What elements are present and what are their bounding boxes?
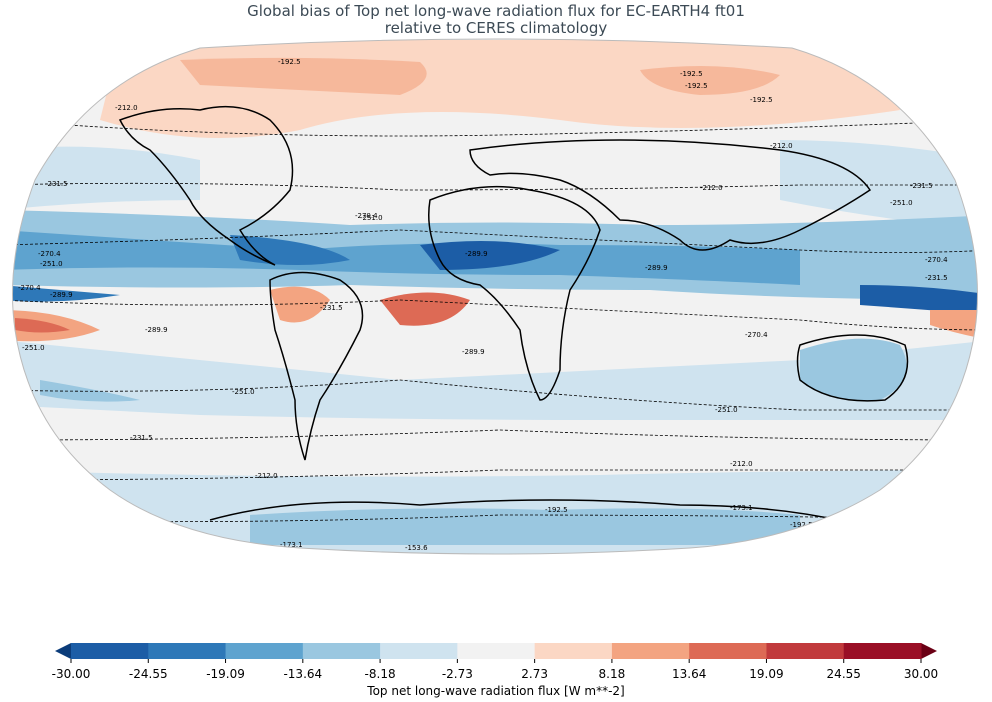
colorbar-segment [457,643,536,659]
colorbar-label: Top net long-wave radiation flux [W m**-… [367,684,625,698]
colorbar-segment [534,643,613,659]
colorbar-tick-label: -13.64 [283,667,322,681]
contour-label: -231.5 [925,274,948,282]
contour-label: -251.0 [40,260,63,268]
colorbar: -30.00 -24.55 -19.09 -13.64 -8.18 -2.73 2.73 8.… [52,643,938,681]
contour-label: -251.0 [715,406,738,414]
colorbar-segment [71,643,149,659]
contour-label: -270.4 [38,250,61,258]
contour-label: -270.4 [925,256,948,264]
colorbar-tick-label: -19.09 [206,667,245,681]
contour-label: -192.5 [790,521,813,529]
colorbar-tick-label: 8.18 [599,667,626,681]
contour-label: -192.5 [750,96,773,104]
map-title-line2: relative to CERES climatology [384,19,608,37]
colorbar-segment [689,643,767,659]
contour-label: -251.0 [360,214,383,222]
bias-field: -192.5 -192.5 -192.5 -192.5 -212.0 -212.… [12,39,978,554]
contour-label: -212.0 [700,184,723,192]
colorbar-tick-label: -30.00 [52,667,91,681]
colorbar-segment [225,643,304,659]
contour-label: -251.0 [232,388,255,396]
colorbar-ticks: -30.00 -24.55 -19.09 -13.64 -8.18 -2.73 2.73 8.… [52,659,938,681]
contour-label: -231.5 [130,434,153,442]
colorbar-tick-label: -8.18 [365,667,396,681]
contour-label: -231.5 [45,180,68,188]
contour-label: -192.5 [278,58,301,66]
contour-label: -192.5 [545,506,568,514]
contour-label: -289.9 [465,250,488,258]
colorbar-segment [611,643,690,659]
colorbar-under-arrow [55,643,71,659]
contour-label: -153.6 [405,544,428,552]
colorbar-tick-label: -24.55 [129,667,168,681]
colorbar-tick-label: 19.09 [749,667,783,681]
globe-outline [12,38,978,555]
colorbar-segment [380,643,458,659]
contour-label: -251.0 [22,344,45,352]
colorbar-tick-label: 13.64 [672,667,706,681]
contour-label: -231.5 [320,304,343,312]
colorbar-segments [71,643,922,659]
colorbar-segment [766,643,845,659]
coastlines [118,105,909,526]
colorbar-segment [148,643,227,659]
contour-label: -212.0 [770,142,793,150]
map-title-line1: Global bias of Top net long-wave radiati… [247,2,745,20]
contour-label: -192.5 [685,82,708,90]
colorbar-segment [843,643,922,659]
contour-label: -212.0 [115,104,138,112]
contour-label: -270.4 [18,284,41,292]
contour-label: -289.9 [50,291,73,299]
contour-label: -153.6 [745,542,768,550]
colorbar-over-arrow [921,643,937,659]
colorbar-tick-label: 24.55 [827,667,861,681]
colorbar-tick-label: -2.73 [442,667,473,681]
contour-label: -173.1 [730,504,753,512]
contour-label: -212.0 [730,460,753,468]
contour-label: -212.0 [255,472,278,480]
contour-label: -192.5 [680,70,703,78]
contour-label: -270.4 [355,212,378,220]
colorbar-tick-label: 2.73 [521,667,548,681]
colorbar-segment [302,643,381,659]
contour-label: -270.4 [745,331,768,339]
colorbar-tick-label: 30.00 [904,667,938,681]
contour-label: -289.9 [145,326,168,334]
contour-label: -251.0 [890,199,913,207]
contour-label: -289.9 [462,348,485,356]
contour-label: -173.1 [280,541,303,549]
contour-label: -231.5 [910,182,933,190]
contour-label: -289.9 [645,264,668,272]
